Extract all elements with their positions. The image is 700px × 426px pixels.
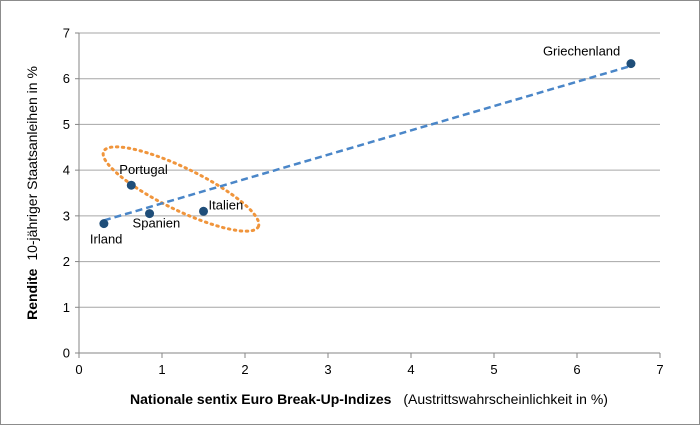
highlight-ellipse	[101, 145, 261, 233]
y-tick-label-6: 6	[63, 71, 70, 86]
point-label-griechenland: Griechenland	[543, 44, 620, 59]
x-axis-label-suffix: (Austrittswahrscheinlichkeit in %)	[403, 391, 608, 407]
x-tick-label-6: 6	[573, 362, 580, 377]
y-tick-label-2: 2	[63, 254, 70, 269]
y-axis-label-bold: Rendite	[24, 268, 40, 320]
data-point-spanien	[145, 209, 155, 219]
highlight-ellipse-group	[101, 145, 261, 233]
x-tick-label-2: 2	[241, 362, 248, 377]
data-point-italien	[199, 206, 208, 216]
x-axis-label-bold: Nationale sentix Euro Break-Up-Indizes	[130, 391, 392, 407]
y-tick-label-1: 1	[63, 300, 70, 315]
data-point-griechenland	[626, 59, 636, 69]
axes	[75, 32, 661, 358]
gridlines	[79, 32, 660, 308]
y-tick-label-5: 5	[63, 117, 70, 132]
x-tick-label-1: 1	[158, 362, 165, 377]
trendline	[103, 64, 632, 222]
point-label-irland: Irland	[90, 232, 123, 247]
y-tick-label-4: 4	[63, 163, 70, 178]
y-axis-label: Rendite 10-jähriger Staatsanleihen in %	[24, 66, 40, 320]
x-tick-label-5: 5	[490, 362, 497, 377]
x-tick-label-7: 7	[656, 362, 663, 377]
data-point-irland	[99, 219, 109, 229]
data-points	[99, 59, 636, 229]
point-label-italien: Italien	[209, 197, 244, 212]
x-tick-label-4: 4	[407, 362, 414, 377]
y-tick-label-3: 3	[63, 208, 70, 223]
point-labels: Griechenland Portugal Italien Spanien Irland	[90, 44, 620, 247]
y-tick-label-0: 0	[63, 346, 70, 361]
y-tick-labels: 0 1 2 3 4 5 6 7	[63, 26, 70, 361]
y-tick-label-7: 7	[63, 26, 70, 41]
point-label-spanien: Spanien	[133, 216, 181, 231]
trendline-group	[103, 64, 632, 222]
point-label-portugal: Portugal	[119, 162, 168, 177]
x-tick-label-0: 0	[75, 362, 82, 377]
y-axis-label-rest: 10-jähriger Staatsanleihen in %	[24, 66, 40, 261]
data-point-portugal	[126, 180, 136, 190]
x-axis-label: Nationale sentix Euro Break-Up-Indizes (…	[130, 391, 608, 407]
x-tick-label-3: 3	[324, 362, 331, 377]
x-tick-labels: 0 1 2 3 4 5 6 7	[75, 362, 663, 377]
